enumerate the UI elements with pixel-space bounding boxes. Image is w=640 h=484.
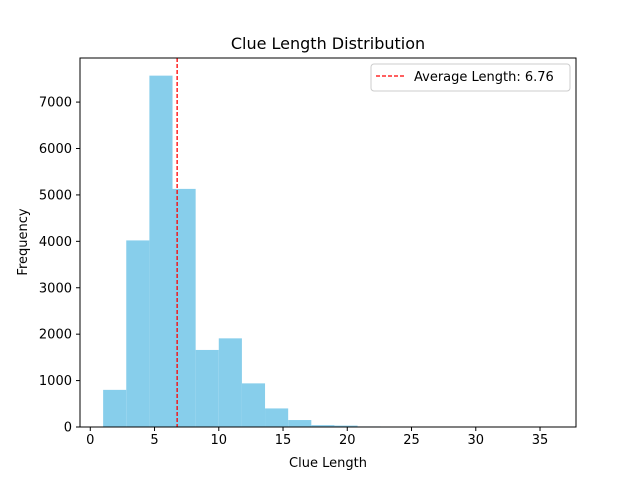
y-tick-label: 5000 bbox=[39, 188, 72, 203]
legend-average-label: Average Length: 6.76 bbox=[414, 70, 554, 85]
legend: Average Length: 6.76 bbox=[371, 64, 570, 91]
y-tick-label: 3000 bbox=[39, 281, 72, 296]
x-tick-label: 10 bbox=[211, 433, 228, 448]
x-tick-label: 35 bbox=[532, 433, 549, 448]
y-tick-label: 7000 bbox=[39, 96, 72, 111]
x-tick-label: 15 bbox=[275, 433, 292, 448]
x-tick-label: 25 bbox=[403, 433, 420, 448]
histogram-bar-3 bbox=[173, 189, 196, 427]
chart-title: Clue Length Distribution bbox=[231, 34, 425, 53]
y-axis-label: Frequency bbox=[16, 208, 31, 275]
histogram-bar-1 bbox=[126, 240, 149, 427]
histogram-bar-6 bbox=[242, 383, 265, 427]
histogram-bar-5 bbox=[219, 338, 242, 427]
histogram-bar-0 bbox=[103, 390, 126, 427]
histogram-bar-8 bbox=[288, 420, 311, 427]
x-tick-label: 30 bbox=[467, 433, 484, 448]
y-tick-label: 0 bbox=[64, 421, 72, 436]
x-tick-label: 5 bbox=[150, 433, 158, 448]
histogram-bar-4 bbox=[196, 350, 219, 427]
y-tick-label: 4000 bbox=[39, 235, 72, 250]
histogram-bar-2 bbox=[149, 76, 172, 427]
histogram-bar-7 bbox=[265, 408, 288, 427]
x-tick-label: 20 bbox=[339, 433, 356, 448]
x-tick-label: 0 bbox=[86, 433, 94, 448]
y-tick-label: 1000 bbox=[39, 374, 72, 389]
y-tick-label: 6000 bbox=[39, 142, 72, 157]
x-axis-label: Clue Length bbox=[289, 456, 367, 471]
y-tick-label: 2000 bbox=[39, 328, 72, 343]
